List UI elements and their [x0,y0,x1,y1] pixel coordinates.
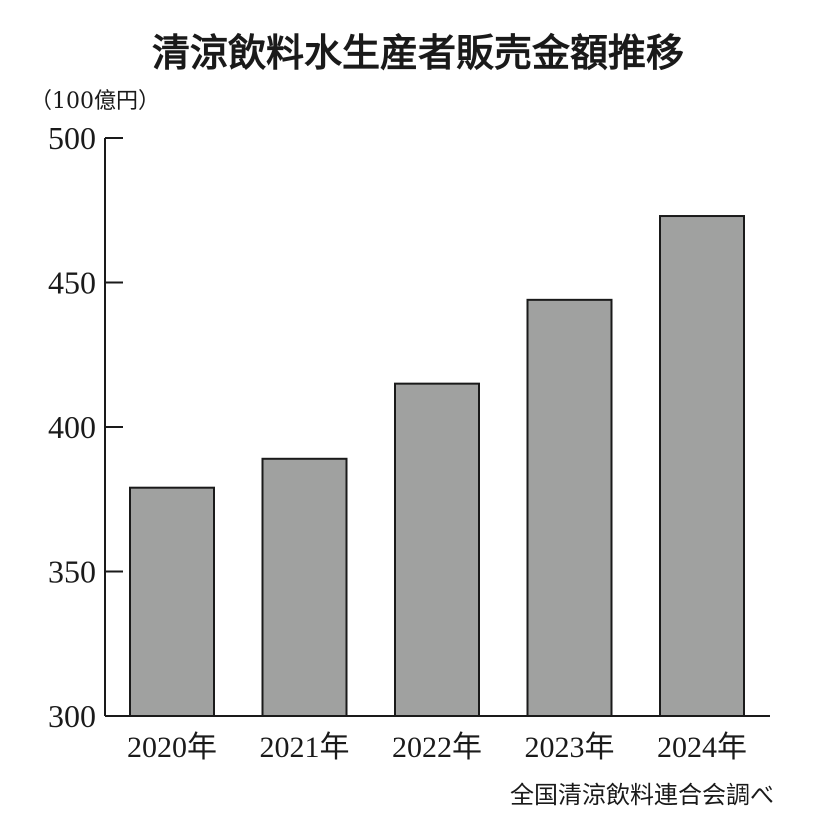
x-tick-label: 2020年 [127,731,217,764]
y-ticks: 300 350 400 450 500 [48,120,123,734]
y-tick-label: 450 [48,265,96,301]
x-tick-label: 2024年 [657,731,747,764]
bar-2021年 [261,457,348,717]
bar-2023年 [526,298,613,717]
bar-2022年 [394,382,480,717]
x-tick-label: 2021年 [260,731,350,764]
bars-layer [129,215,745,717]
chart-title: 清涼飲料水生産者販売金額推移 [152,31,684,75]
y-tick-label: 400 [48,409,96,445]
x-ticks: 2020年 2021年 2022年 2023年 2024年 [127,731,747,764]
y-axis-unit-label: （100億円） [30,89,160,114]
source-note: 全国清涼飲料連合会調べ [510,781,774,809]
x-tick-label: 2022年 [392,731,482,764]
bar-2020年 [129,486,215,717]
y-tick-label: 350 [48,554,96,590]
y-tick-label: 500 [48,120,96,156]
x-tick-label: 2023年 [525,731,615,764]
y-tick-label: 300 [48,698,96,734]
bar-2024年 [659,215,745,717]
